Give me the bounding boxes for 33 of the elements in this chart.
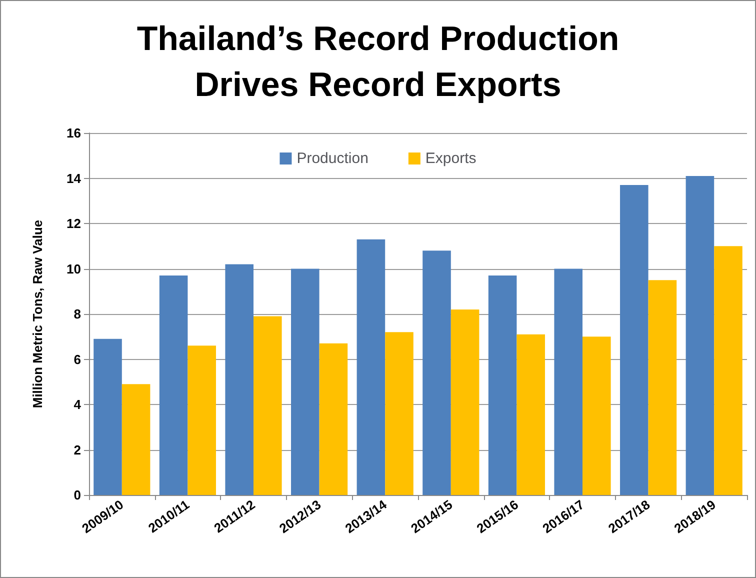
y-tick-label: 12 xyxy=(66,216,81,231)
bar xyxy=(516,334,545,495)
y-tick-label: 8 xyxy=(74,306,81,322)
bar xyxy=(686,176,714,495)
y-tick-label: 2 xyxy=(74,442,81,458)
y-tick-label: 16 xyxy=(66,126,81,140)
y-tick-label: 4 xyxy=(74,397,82,412)
y-tick-label: 14 xyxy=(66,170,82,186)
y-tick-label: 0 xyxy=(74,488,81,502)
bar xyxy=(488,276,517,495)
bar xyxy=(159,276,188,495)
bar xyxy=(582,336,611,495)
bar xyxy=(450,309,480,495)
bar xyxy=(254,316,282,495)
legend-label: Production xyxy=(296,150,368,167)
chart-title: Thailand’s Record Production Drives Record Exports xyxy=(136,20,620,104)
bar xyxy=(356,239,386,495)
bar xyxy=(225,264,254,495)
bar xyxy=(319,343,348,495)
bar xyxy=(94,338,122,495)
bar xyxy=(714,246,742,495)
y-axis-title: Million Metric Tons, Raw Value xyxy=(30,220,45,408)
bar xyxy=(122,384,150,495)
bar xyxy=(385,332,414,495)
bar xyxy=(648,280,677,495)
y-tick-label: 6 xyxy=(74,352,81,367)
bar xyxy=(291,268,320,495)
bar xyxy=(554,268,582,495)
legend-label: Exports xyxy=(425,150,476,167)
bar xyxy=(422,250,451,495)
bar xyxy=(620,185,648,495)
bar xyxy=(188,346,216,495)
y-tick-label: 10 xyxy=(66,261,81,276)
